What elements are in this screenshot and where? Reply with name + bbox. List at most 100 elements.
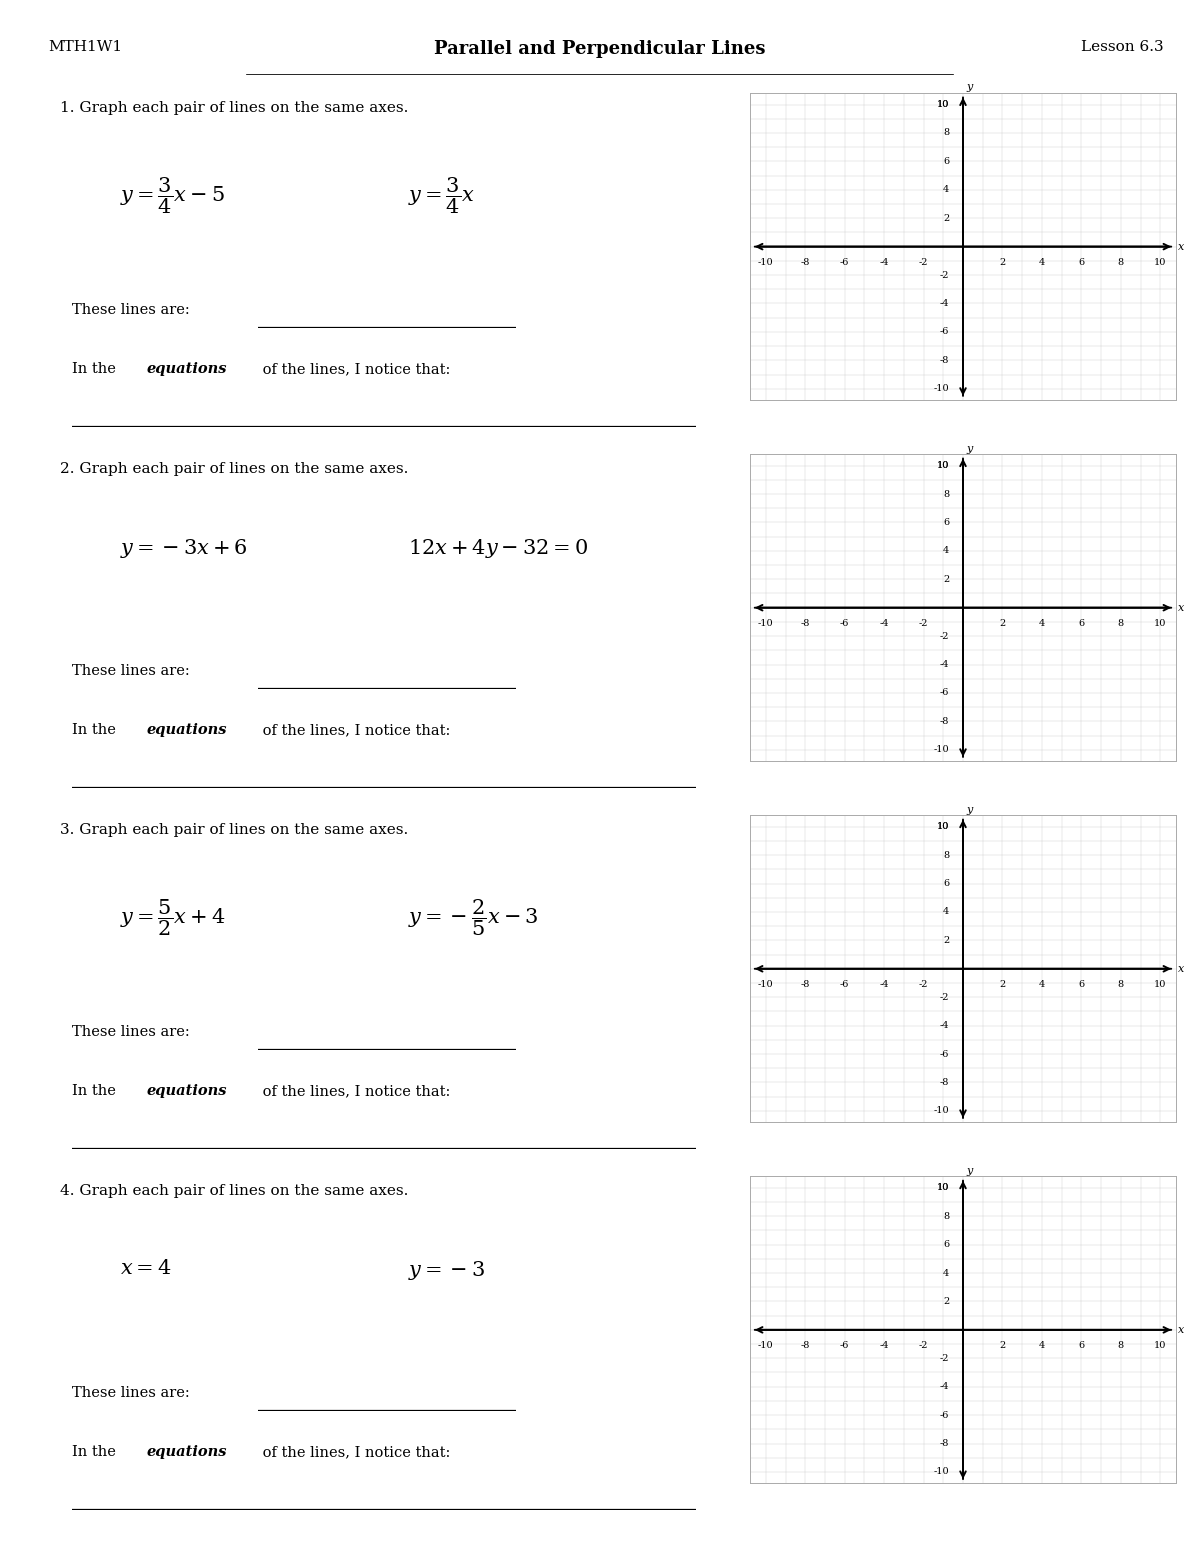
- Text: -2: -2: [919, 1342, 929, 1350]
- Text: 10: 10: [1154, 258, 1166, 267]
- Text: $y = -3x + 6$: $y = -3x + 6$: [120, 537, 247, 559]
- Text: 6: 6: [943, 519, 949, 526]
- Text: 8: 8: [1117, 620, 1124, 627]
- Text: -4: -4: [880, 258, 889, 267]
- Text: In the: In the: [72, 362, 120, 376]
- Text: 8: 8: [943, 489, 949, 499]
- Text: -10: -10: [758, 1342, 774, 1350]
- Text: y: y: [967, 1166, 973, 1176]
- Text: These lines are:: These lines are:: [72, 303, 194, 317]
- Text: 4: 4: [943, 185, 949, 194]
- Text: -2: -2: [940, 992, 949, 1002]
- Text: 10: 10: [937, 461, 949, 471]
- Text: 10: 10: [937, 1183, 949, 1193]
- Text: -8: -8: [800, 258, 810, 267]
- Text: 10: 10: [937, 822, 949, 831]
- Text: y: y: [967, 804, 973, 815]
- Text: In the: In the: [72, 1084, 120, 1098]
- Text: 8: 8: [1117, 1342, 1124, 1350]
- Text: $12x + 4y - 32 = 0$: $12x + 4y - 32 = 0$: [408, 537, 588, 559]
- Text: 2. Graph each pair of lines on the same axes.: 2. Graph each pair of lines on the same …: [60, 463, 408, 477]
- Text: 10: 10: [1154, 620, 1166, 627]
- Text: In the: In the: [72, 1446, 120, 1460]
- Text: 10: 10: [1154, 980, 1166, 989]
- Text: 4. Graph each pair of lines on the same axes.: 4. Graph each pair of lines on the same …: [60, 1185, 408, 1199]
- Text: -10: -10: [758, 258, 774, 267]
- Text: 4: 4: [1039, 980, 1045, 989]
- Text: y: y: [967, 444, 973, 453]
- Text: 2: 2: [943, 1297, 949, 1306]
- Text: -2: -2: [919, 980, 929, 989]
- Text: -4: -4: [940, 1382, 949, 1391]
- Text: x: x: [1178, 603, 1184, 613]
- Text: -10: -10: [934, 384, 949, 393]
- Text: -6: -6: [840, 620, 850, 627]
- Text: x: x: [1178, 964, 1184, 974]
- Text: of the lines, I notice that:: of the lines, I notice that:: [258, 724, 450, 738]
- Text: 4: 4: [943, 547, 949, 556]
- Text: 8: 8: [1117, 980, 1124, 989]
- Text: 4: 4: [943, 1269, 949, 1278]
- Text: -10: -10: [758, 620, 774, 627]
- Text: -6: -6: [940, 688, 949, 697]
- Text: -8: -8: [800, 620, 810, 627]
- Text: In the: In the: [72, 724, 120, 738]
- Text: 4: 4: [1039, 1342, 1045, 1350]
- Text: -10: -10: [934, 745, 949, 755]
- Text: 6: 6: [1079, 980, 1085, 989]
- Text: -6: -6: [940, 1050, 949, 1059]
- Text: -4: -4: [940, 1022, 949, 1030]
- Text: 1. Graph each pair of lines on the same axes.: 1. Graph each pair of lines on the same …: [60, 101, 408, 115]
- Text: 6: 6: [1079, 258, 1085, 267]
- Text: equations: equations: [146, 362, 227, 376]
- Text: -6: -6: [940, 328, 949, 337]
- Text: 6: 6: [1079, 1342, 1085, 1350]
- Text: 2: 2: [943, 214, 949, 222]
- Text: -8: -8: [940, 1078, 949, 1087]
- Text: 10: 10: [937, 461, 949, 471]
- Text: $y = \dfrac{3}{4}x - 5$: $y = \dfrac{3}{4}x - 5$: [120, 175, 224, 216]
- Text: 2: 2: [1000, 1342, 1006, 1350]
- Text: 6: 6: [943, 879, 949, 888]
- Text: -6: -6: [840, 258, 850, 267]
- Text: -2: -2: [940, 1354, 949, 1364]
- Text: 2: 2: [1000, 258, 1006, 267]
- Text: 4: 4: [1039, 258, 1045, 267]
- Text: 8: 8: [943, 1211, 949, 1221]
- Text: -6: -6: [840, 980, 850, 989]
- Text: of the lines, I notice that:: of the lines, I notice that:: [258, 362, 450, 376]
- Text: These lines are:: These lines are:: [72, 1025, 194, 1039]
- Text: equations: equations: [146, 724, 227, 738]
- Text: -4: -4: [940, 300, 949, 307]
- Text: 10: 10: [937, 99, 949, 109]
- Text: -4: -4: [880, 980, 889, 989]
- Text: -8: -8: [800, 980, 810, 989]
- Text: of the lines, I notice that:: of the lines, I notice that:: [258, 1084, 450, 1098]
- Text: -2: -2: [940, 270, 949, 280]
- Text: $x = 4$: $x = 4$: [120, 1258, 172, 1278]
- Text: 8: 8: [943, 851, 949, 860]
- Text: 2: 2: [943, 575, 949, 584]
- Text: 4: 4: [943, 907, 949, 916]
- Text: -2: -2: [919, 258, 929, 267]
- Text: $y = -3$: $y = -3$: [408, 1258, 485, 1281]
- Text: of the lines, I notice that:: of the lines, I notice that:: [258, 1446, 450, 1460]
- Text: These lines are:: These lines are:: [72, 1387, 194, 1401]
- Text: 3. Graph each pair of lines on the same axes.: 3. Graph each pair of lines on the same …: [60, 823, 408, 837]
- Text: 6: 6: [1079, 620, 1085, 627]
- Text: 6: 6: [943, 157, 949, 166]
- Text: 8: 8: [1117, 258, 1124, 267]
- Text: $y = \dfrac{5}{2}x + 4$: $y = \dfrac{5}{2}x + 4$: [120, 898, 226, 938]
- Text: -10: -10: [934, 1106, 949, 1115]
- Text: x: x: [1178, 1325, 1184, 1336]
- Text: These lines are:: These lines are:: [72, 665, 194, 679]
- Text: -4: -4: [940, 660, 949, 669]
- Text: equations: equations: [146, 1084, 227, 1098]
- Text: 10: 10: [1154, 1342, 1166, 1350]
- Text: 2: 2: [943, 936, 949, 944]
- Text: 4: 4: [1039, 620, 1045, 627]
- Text: y: y: [967, 82, 973, 93]
- Text: $y = \dfrac{3}{4}x$: $y = \dfrac{3}{4}x$: [408, 175, 475, 216]
- Text: 8: 8: [943, 129, 949, 138]
- Text: -8: -8: [940, 356, 949, 365]
